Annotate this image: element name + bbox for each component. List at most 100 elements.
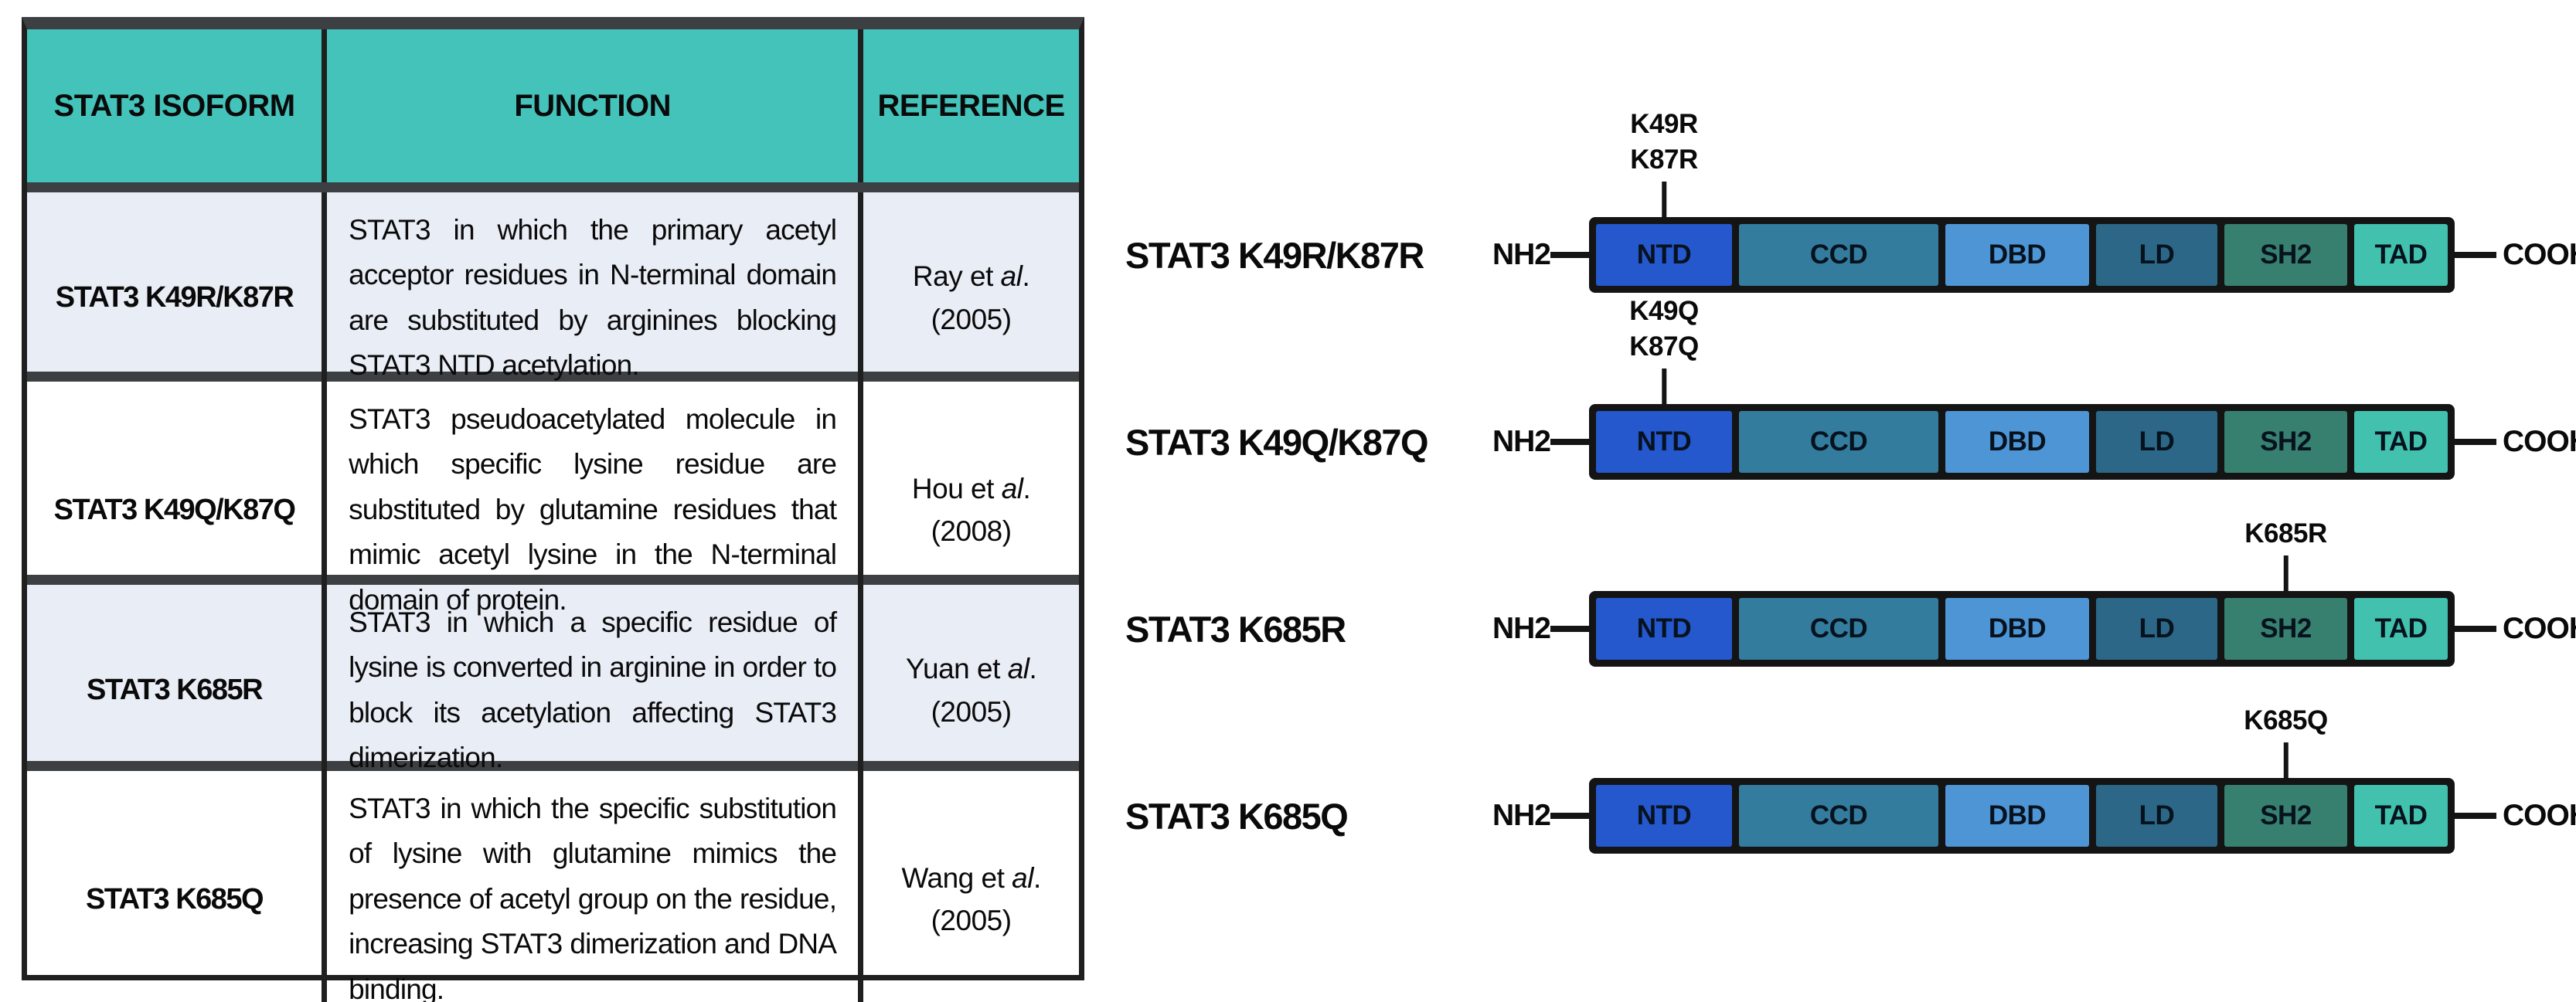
mutation-annotation: K49Q K87Q — [1629, 294, 1699, 404]
function-cell: STAT3 in which a specific residue of lys… — [322, 585, 858, 797]
construct-row: STAT3 K685Q K685Q NH2 NTD CCD DBD LD SH2 TAD … — [1121, 705, 2576, 909]
reference-cell: Yuan et al. (2005) — [858, 585, 1079, 797]
domain-tad: TAD — [2354, 224, 2448, 286]
domain-ccd: CCD — [1739, 598, 1938, 660]
annotation-pointer-line — [1661, 182, 1666, 217]
mutation-annotation: K49R K87R — [1630, 107, 1698, 217]
isoform-cell: STAT3 K685R — [87, 674, 264, 707]
cooh-label: COOH — [2503, 425, 2576, 458]
mutation-label: K685R — [2244, 518, 2327, 549]
isoform-cell: STAT3 K49R/K87R — [55, 281, 294, 314]
construct-row: STAT3 K49R/K87R K49R K87R NH2 NTD CCD DBD LD… — [1121, 109, 2576, 348]
construct-title: STAT3 K685Q — [1125, 795, 1349, 837]
construct-title: STAT3 K49R/K87R — [1125, 234, 1424, 276]
domain-tad: TAD — [2354, 411, 2448, 473]
domain-tad: TAD — [2354, 785, 2448, 847]
function-cell: STAT3 in which the primary acetyl accept… — [322, 192, 858, 404]
cooh-label: COOH — [2503, 799, 2576, 832]
domain-bar: NTD CCD DBD LD SH2 TAD — [1589, 404, 2455, 480]
nh2-connector-line — [1550, 252, 1589, 258]
table-row: STAT3 K49R/K87R STAT3 in which the prima… — [27, 182, 1079, 404]
domain-dbd: DBD — [1945, 598, 2089, 660]
header-isoform: STAT3 ISOFORM — [53, 88, 296, 123]
domain-sh2: SH2 — [2224, 785, 2347, 847]
reference-year: (2008) — [931, 515, 1012, 548]
nh2-label: NH2 — [1492, 238, 1551, 271]
header-function: FUNCTION — [322, 29, 858, 182]
reference-authors: Ray et al. — [912, 260, 1030, 293]
isoform-cell: STAT3 K49Q/K87Q — [53, 493, 296, 526]
isoform-table: STAT3 ISOFORM FUNCTION REFERENCE STAT3 K… — [22, 17, 1084, 1002]
table-row: STAT3 K49Q/K87Q STAT3 pseudoacetylated m… — [27, 372, 1079, 639]
constructs-diagram: STAT3 K49R/K87R K49R K87R NH2 NTD CCD DBD LD… — [1121, 0, 2576, 1002]
domain-dbd: DBD — [1945, 785, 2089, 847]
function-cell: STAT3 pseudoacetylated molecule in which… — [322, 382, 858, 639]
reference-year: (2005) — [931, 905, 1012, 937]
domain-sh2: SH2 — [2224, 598, 2347, 660]
construct-title: STAT3 K49Q/K87Q — [1125, 421, 1429, 463]
domain-ntd: NTD — [1596, 785, 1732, 847]
domain-dbd: DBD — [1945, 224, 2089, 286]
reference-year: (2005) — [931, 303, 1012, 335]
reference-cell: Wang et al. (2005) — [858, 771, 1079, 1002]
table-row: STAT3 K685Q STAT3 in which the specific … — [27, 761, 1079, 1002]
table-header-row: STAT3 ISOFORM FUNCTION REFERENCE — [27, 29, 1079, 182]
mutation-label: K49R — [1630, 109, 1698, 139]
mutation-label: K87R — [1630, 144, 1698, 175]
domain-ld: LD — [2096, 598, 2217, 660]
nh2-label: NH2 — [1492, 799, 1551, 832]
mutation-label: K685Q — [2244, 705, 2328, 735]
domain-ld: LD — [2096, 224, 2217, 286]
domain-dbd: DBD — [1945, 411, 2089, 473]
cooh-label: COOH — [2503, 612, 2576, 645]
domain-ccd: CCD — [1739, 785, 1938, 847]
domain-ccd: CCD — [1739, 224, 1938, 286]
domain-ccd: CCD — [1739, 411, 1938, 473]
domain-bar: NTD CCD DBD LD SH2 TAD — [1589, 217, 2455, 293]
domain-sh2: SH2 — [2224, 224, 2347, 286]
reference-cell: Hou et al. (2008) — [858, 382, 1079, 639]
annotation-pointer-line — [1662, 369, 1666, 404]
reference-year: (2005) — [931, 695, 1012, 728]
domain-bar: NTD CCD DBD LD SH2 TAD — [1589, 591, 2455, 667]
nh2-label: NH2 — [1492, 425, 1551, 458]
mutation-annotation: K685Q — [2244, 703, 2328, 778]
table-body: STAT3 K49R/K87R STAT3 in which the prima… — [27, 182, 1079, 1002]
reference-authors: Hou et al. — [911, 472, 1031, 504]
reference-authors: Wang et al. — [901, 861, 1041, 894]
annotation-pointer-line — [2283, 742, 2288, 778]
cooh-connector-line — [2455, 439, 2496, 445]
domain-ntd: NTD — [1596, 224, 1732, 286]
table-row: STAT3 K685R STAT3 in which a specific re… — [27, 575, 1079, 797]
domain-ld: LD — [2096, 411, 2217, 473]
nh2-connector-line — [1550, 439, 1589, 445]
cooh-connector-line — [2455, 252, 2496, 258]
mutation-annotation: K685R — [2244, 516, 2327, 591]
construct-row: STAT3 K49Q/K87Q K49Q K87Q NH2 NTD CCD DBD LD… — [1121, 296, 2576, 535]
nh2-connector-line — [1550, 813, 1589, 819]
mutation-label: K87Q — [1629, 331, 1699, 362]
cooh-label: COOH — [2503, 238, 2576, 271]
isoform-cell: STAT3 K685Q — [85, 882, 264, 915]
domain-bar: NTD CCD DBD LD SH2 TAD — [1589, 778, 2455, 854]
annotation-pointer-line — [2283, 555, 2288, 591]
header-reference: REFERENCE — [858, 29, 1079, 182]
domain-sh2: SH2 — [2224, 411, 2347, 473]
nh2-label: NH2 — [1492, 612, 1551, 645]
domain-ld: LD — [2096, 785, 2217, 847]
domain-ntd: NTD — [1596, 411, 1732, 473]
nh2-connector-line — [1550, 626, 1589, 632]
mutation-label: K49Q — [1629, 296, 1699, 326]
cooh-connector-line — [2455, 626, 2496, 632]
function-cell: STAT3 in which the specific substitution… — [322, 771, 858, 1002]
construct-row: STAT3 K685R K685R NH2 NTD CCD DBD LD SH2 TAD … — [1121, 518, 2576, 722]
domain-ntd: NTD — [1596, 598, 1732, 660]
reference-cell: Ray et al. (2005) — [858, 192, 1079, 404]
domain-tad: TAD — [2354, 598, 2448, 660]
cooh-connector-line — [2455, 813, 2496, 819]
